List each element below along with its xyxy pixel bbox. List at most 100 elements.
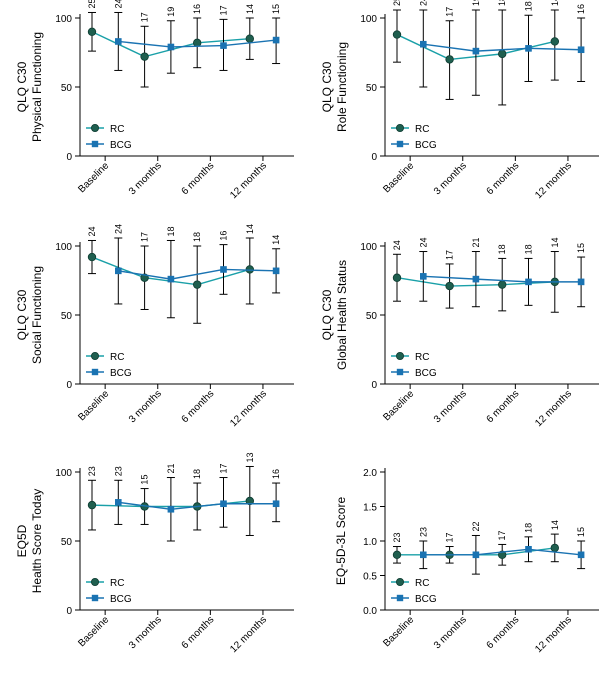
data-point	[420, 273, 427, 280]
y-axis-label: QLQ C30	[15, 61, 29, 112]
data-point	[525, 278, 532, 286]
x-tick-label: 6 months	[180, 614, 217, 651]
legend-label-bcg: BCG	[110, 140, 132, 151]
data-point	[525, 45, 532, 52]
chart-panel-2: 0 50 100 Baseline 3 months 6 months 12 months Q…	[320, 0, 599, 201]
chart-panel-6: 0.0 0.5 1.0 1.5 2.0 Baseline 3 months 6 months 1…	[334, 468, 599, 655]
data-point	[192, 38, 202, 48]
data-point	[472, 551, 480, 559]
legend-label-bcg: BCG	[415, 368, 437, 379]
chart-panel-5: 0 50 100 Baseline 3 months 6 months 12 months E…	[15, 452, 294, 655]
sample-size-label: 16	[219, 231, 229, 241]
legend-marker-bcg	[91, 594, 99, 602]
legend: RC BCG	[391, 124, 437, 151]
legend-marker-bcg	[396, 594, 404, 602]
y-tick-label: 1.5	[363, 503, 377, 514]
y-tick-label: 0	[66, 152, 72, 163]
sample-size-label: 15	[576, 527, 586, 537]
sample-size-label: 25	[87, 0, 97, 8]
y-axis-label: EQ-5D-3L Score	[334, 497, 348, 586]
sample-size-label: 18	[192, 469, 202, 479]
y-tick-label: 0	[66, 380, 72, 391]
sample-size-label: 24	[392, 240, 402, 250]
y-tick-label: 100	[360, 14, 377, 25]
y-tick-label: 50	[366, 311, 378, 322]
legend-marker-rc	[91, 124, 100, 133]
sample-size-label: 17	[140, 232, 150, 242]
data-point	[550, 37, 559, 46]
sample-size-label: 23	[418, 527, 428, 537]
y-axis-label: Social Functioning	[30, 266, 44, 364]
x-tick-label: Baseline	[381, 160, 416, 195]
sample-size-label: 24	[113, 224, 123, 234]
legend: RC BCG	[86, 578, 132, 605]
y-axis-label: QLQ C30	[320, 61, 334, 112]
sample-size-label: 17	[445, 250, 455, 260]
sample-size-label: 23	[392, 533, 402, 543]
legend-label-bcg: BCG	[110, 594, 132, 605]
legend: RC BCG	[391, 351, 437, 379]
data-point	[272, 267, 280, 275]
series-line	[118, 268, 277, 280]
sample-size-label: 23	[113, 466, 123, 476]
x-tick-label: 3 months	[432, 614, 469, 651]
y-axis-label: QLQ C30	[15, 289, 29, 340]
sample-size-label: 13	[245, 452, 255, 462]
y-axis-label: QLQ C30	[320, 289, 334, 340]
data-point	[525, 545, 532, 553]
legend-marker-rc	[91, 351, 100, 360]
data-point	[392, 30, 402, 39]
x-tick-label: 12 months	[533, 388, 574, 429]
sample-size-label: 17	[140, 12, 150, 22]
data-point	[577, 278, 585, 286]
legend-label-rc: RC	[110, 352, 124, 363]
y-tick-label: 50	[61, 83, 73, 94]
data-point	[498, 280, 507, 289]
y-tick-label: 0	[371, 380, 377, 391]
x-tick-label: 3 months	[127, 160, 164, 197]
sample-size-label: 17	[497, 530, 507, 540]
legend-marker-bcg	[91, 140, 99, 148]
sample-size-label: 18	[497, 244, 507, 254]
sample-size-label: 14	[245, 4, 255, 14]
x-tick-label: Baseline	[381, 388, 416, 423]
legend-marker-bcg	[91, 368, 99, 376]
y-tick-label: 100	[360, 242, 377, 253]
legend-label-rc: RC	[110, 578, 124, 589]
chart-panel-1: 0 50 100 Baseline 3 months 6 months 12 months Q…	[15, 0, 294, 201]
sample-size-label: 18	[524, 244, 534, 254]
data-point	[87, 27, 97, 36]
y-tick-label: 0.0	[363, 606, 377, 617]
data-point	[272, 500, 280, 508]
legend-label-bcg: BCG	[415, 594, 437, 605]
legend-label-rc: RC	[110, 124, 124, 135]
x-tick-label: 12 months	[228, 160, 269, 201]
data-point	[245, 34, 254, 43]
x-tick-label: 3 months	[127, 388, 164, 425]
legend-label-rc: RC	[415, 352, 429, 363]
sample-size-label: 17	[219, 464, 229, 474]
sample-size-label: 14	[550, 238, 560, 248]
data-point	[220, 266, 227, 273]
data-point	[245, 496, 254, 506]
data-point	[550, 543, 559, 553]
y-tick-label: 0	[371, 152, 377, 163]
sample-size-label: 17	[445, 533, 455, 543]
sample-size-label: 24	[113, 0, 123, 8]
sample-size-label: 19	[471, 0, 481, 6]
y-tick-label: 50	[61, 537, 73, 548]
data-point	[115, 499, 122, 506]
series-bcg: 24 21 18 15	[418, 238, 586, 308]
series-line	[118, 501, 277, 510]
series-line	[118, 39, 277, 48]
data-point	[577, 551, 585, 559]
y-tick-label: 1.0	[363, 537, 377, 548]
sample-size-label: 14	[550, 520, 560, 530]
x-tick-label: 12 months	[228, 388, 269, 429]
sample-size-label: 18	[166, 226, 176, 236]
y-axis-label: Health Score Today	[30, 489, 44, 594]
x-tick-label: 12 months	[533, 614, 574, 655]
data-point	[445, 281, 454, 291]
y-tick-label: 100	[55, 242, 72, 253]
